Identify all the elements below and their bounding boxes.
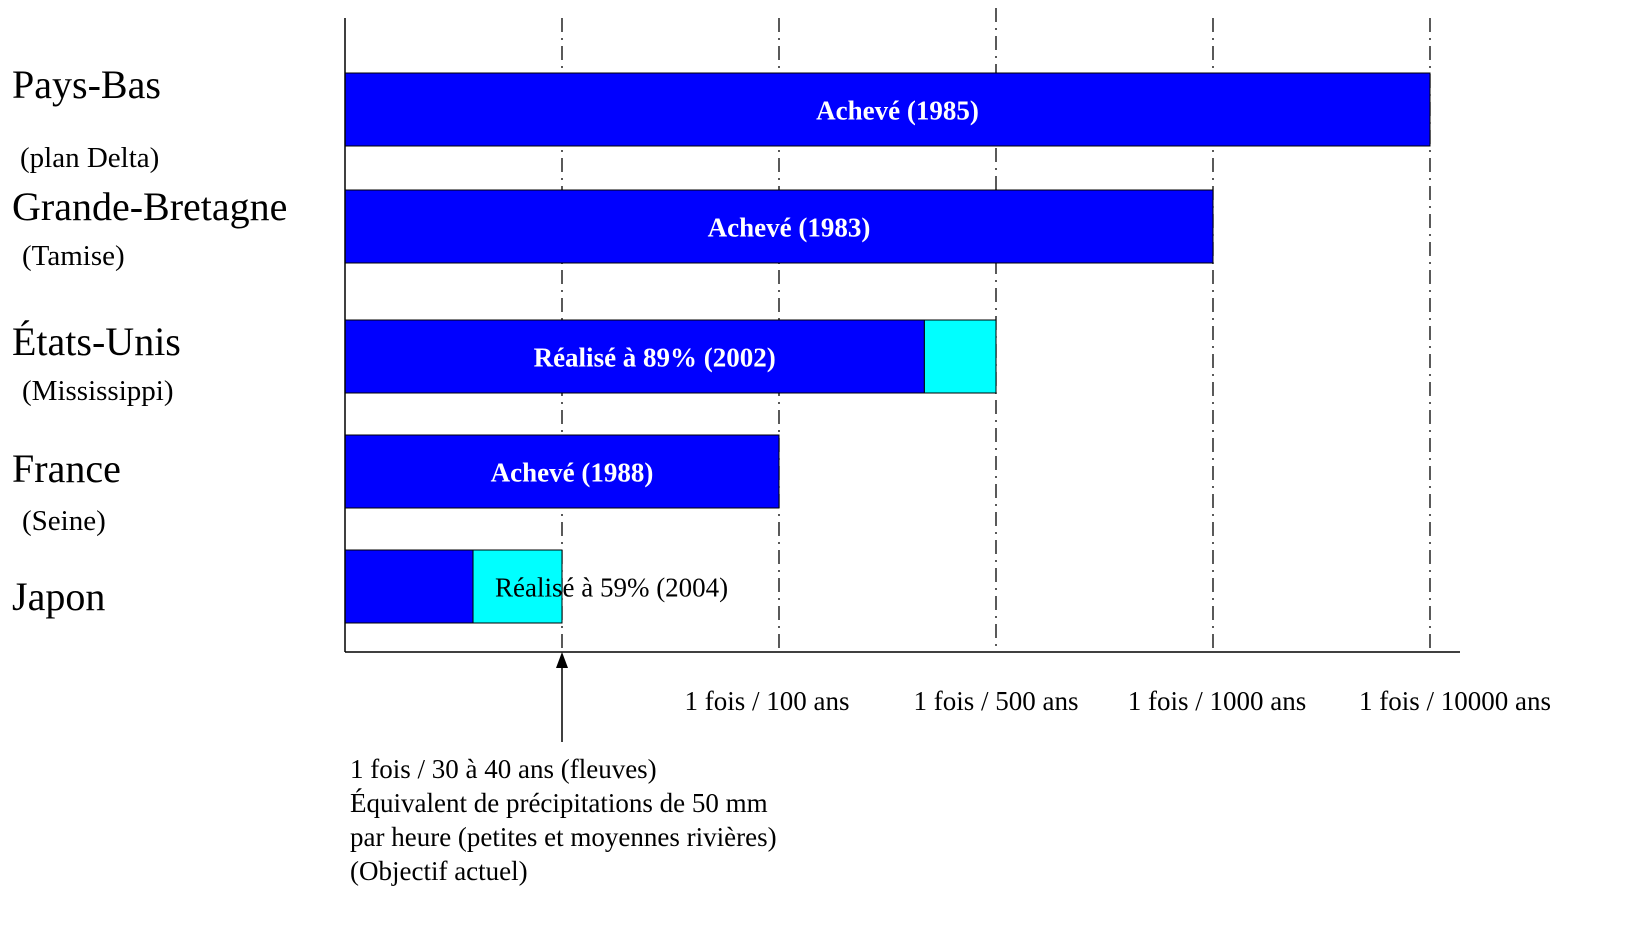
bar-label-2: Réalisé à 89% (2002)	[534, 343, 776, 373]
region-label-0: (plan Delta)	[20, 142, 159, 174]
bar-remaining-4	[472, 549, 563, 624]
bar-label-0: Achevé (1985)	[816, 96, 979, 126]
bar-done-1	[344, 189, 1214, 264]
country-label-3: France	[12, 446, 121, 491]
region-label-1: (Tamise)	[22, 240, 125, 272]
bar-done-3	[344, 434, 780, 509]
labels: Achevé (1985) Pays-Bas (plan Delta) Achevé …	[12, 62, 1551, 716]
x-tick-label-4: 1 fois / 10000 ans	[1359, 686, 1551, 716]
annotation-arrow-head	[556, 652, 568, 668]
x-tick-label-3: 1 fois / 1000 ans	[1128, 686, 1307, 716]
annotation-line-3: par heure (petites et moyennes rivières)	[350, 822, 777, 852]
region-label-2: (Mississippi)	[22, 375, 173, 407]
annotation-line-1: 1 fois / 30 à 40 ans (fleuves)	[350, 754, 657, 784]
x-tick-label-2: 1 fois / 500 ans	[914, 686, 1079, 716]
region-label-3: (Seine)	[22, 505, 106, 537]
country-label-0: Pays-Bas	[12, 62, 161, 107]
country-label-4: Japon	[12, 574, 105, 619]
annotation-line-4: (Objectif actuel)	[350, 856, 528, 886]
bar-label-4: Réalisé à 59% (2004)	[495, 573, 728, 603]
bar-label-1: Achevé (1983)	[708, 213, 871, 243]
annotation-note: 1 fois / 30 à 40 ans (fleuves) Équivalen…	[350, 752, 910, 888]
bar-remaining-2	[923, 319, 997, 394]
country-label-2: États-Unis	[12, 319, 181, 364]
country-label-1: Grande-Bretagne	[12, 184, 287, 229]
bars	[344, 72, 1431, 624]
bar-done-2	[344, 319, 925, 394]
axes	[344, 18, 1460, 742]
x-tick-label-1: 1 fois / 100 ans	[685, 686, 850, 716]
annotation-line-2: Équivalent de précipitations de 50 mm	[350, 788, 768, 818]
bar-label-3: Achevé (1988)	[491, 458, 654, 488]
bar-done-4	[344, 549, 474, 624]
bar-done-0	[344, 72, 1431, 147]
